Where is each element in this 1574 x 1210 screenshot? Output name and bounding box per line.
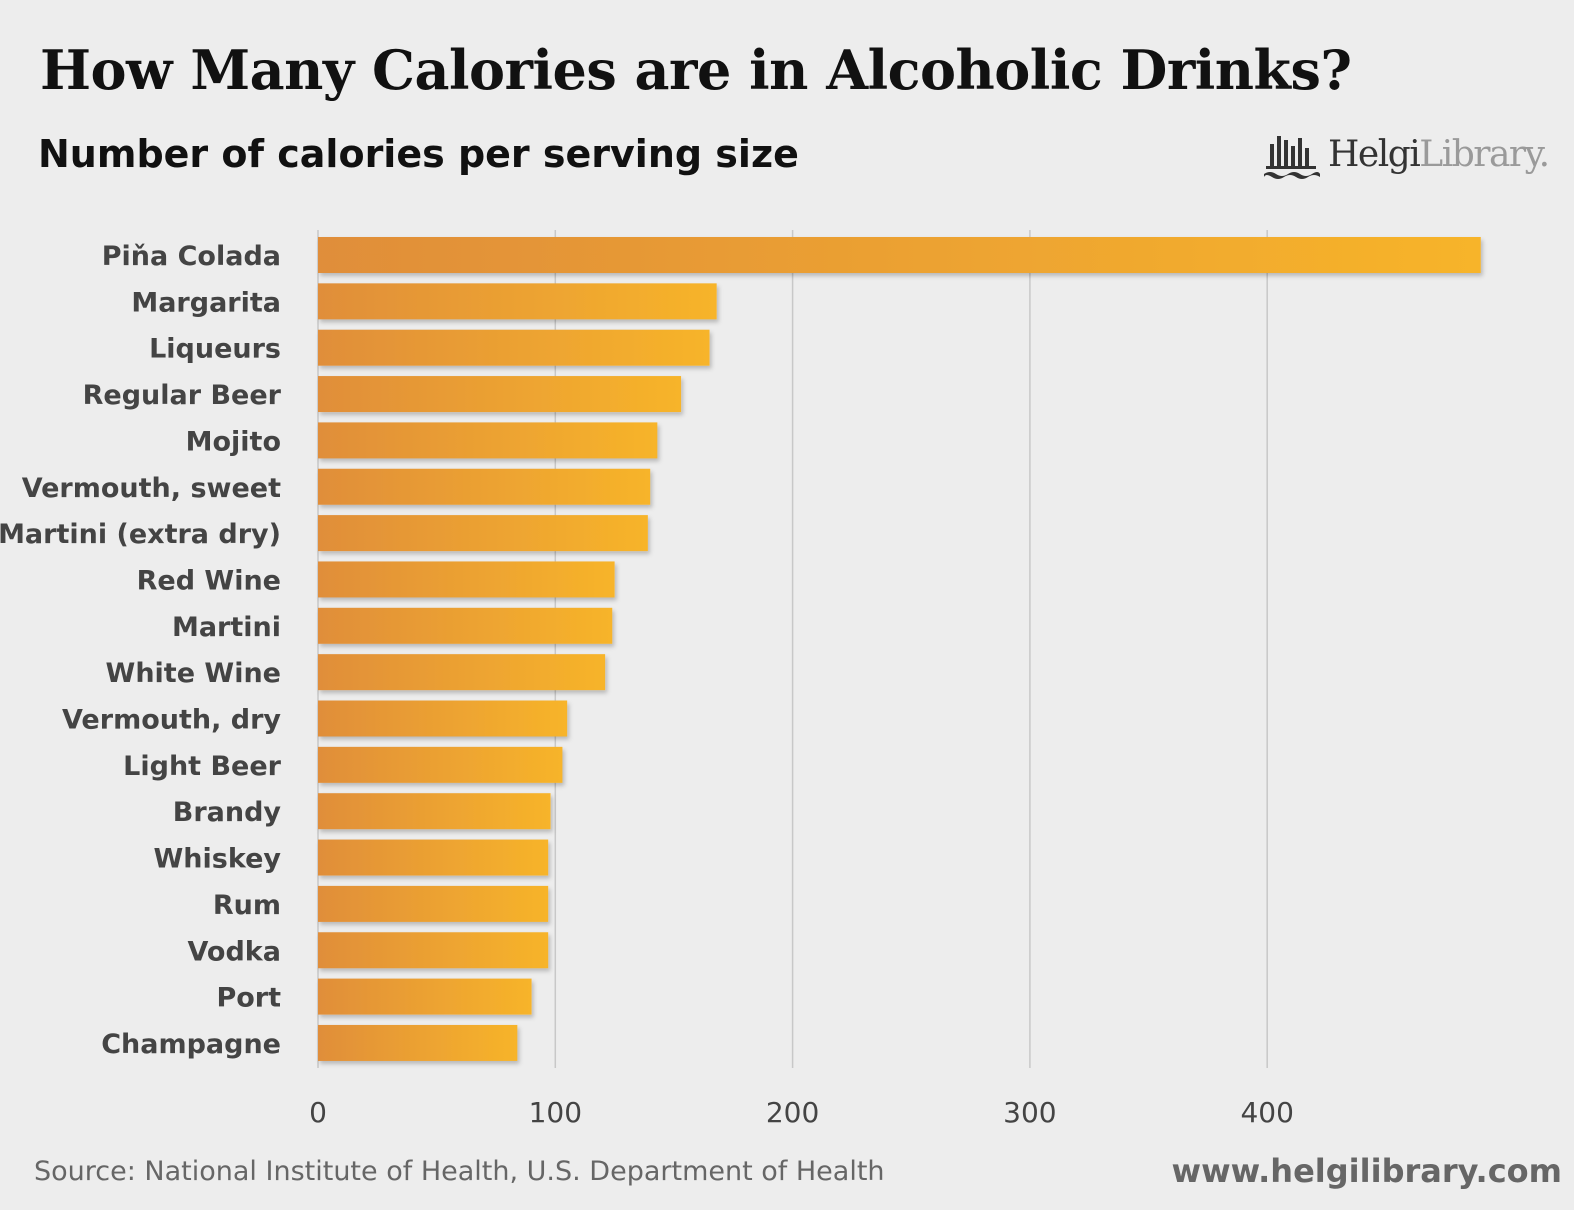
bar-10 <box>318 700 568 737</box>
category-label-11: Light Beer <box>123 751 282 782</box>
source-note: Source: National Institute of Health, U.… <box>34 1156 885 1187</box>
bar-11 <box>318 746 563 783</box>
category-label-16: Port <box>216 983 281 1014</box>
category-label-0: Piňa Colada <box>102 241 281 272</box>
category-label-1: Margarita <box>131 287 281 318</box>
x-tick-label-200: 200 <box>766 1096 819 1129</box>
category-label-5: Vermouth, sweet <box>22 473 281 504</box>
category-label-9: White Wine <box>106 658 281 689</box>
bar-4 <box>318 422 658 459</box>
bar-3 <box>318 376 682 413</box>
bar-7 <box>318 561 615 598</box>
x-tick-label-400: 400 <box>1240 1096 1293 1129</box>
category-label-7: Red Wine <box>137 565 281 596</box>
bar-14 <box>318 885 549 922</box>
chart-subtitle: Number of calories per serving size <box>38 132 799 176</box>
bar-2 <box>318 329 710 366</box>
category-label-10: Vermouth, dry <box>62 705 281 736</box>
bar-13 <box>318 839 549 876</box>
category-label-15: Vodka <box>188 936 281 967</box>
category-label-12: Brandy <box>173 797 282 828</box>
category-label-8: Martini <box>172 612 281 643</box>
chart-title: How Many Calories are in Alcoholic Drink… <box>40 38 1352 102</box>
bar-0 <box>318 237 1481 273</box>
x-tick-label-300: 300 <box>1003 1096 1056 1129</box>
category-label-17: Champagne <box>101 1029 281 1060</box>
website-link[interactable]: www.helgilibrary.com <box>1171 1152 1563 1190</box>
category-label-6: Martini (extra dry) <box>0 519 281 550</box>
logo-text-helgi: Helgi <box>1328 133 1421 175</box>
category-label-3: Regular Beer <box>83 380 282 411</box>
category-label-13: Whiskey <box>154 844 282 875</box>
bar-5 <box>318 468 651 505</box>
helgi-library-skyline-icon <box>1264 136 1320 179</box>
category-label-14: Rum <box>213 890 281 921</box>
bar-8 <box>318 607 613 644</box>
x-tick-label-0: 0 <box>309 1096 327 1129</box>
bar-12 <box>318 793 551 830</box>
category-label-2: Liqueurs <box>149 334 281 365</box>
bar-17 <box>318 1024 518 1061</box>
bar-15 <box>318 932 549 969</box>
helgi-library-logo: HelgiLibrary. <box>1262 124 1550 184</box>
bar-9 <box>318 654 606 691</box>
bar-6 <box>318 515 648 552</box>
category-label-4: Mojito <box>186 426 281 457</box>
logo-text-library: Library. <box>1419 133 1550 175</box>
x-tick-label-100: 100 <box>529 1096 582 1129</box>
bar-1 <box>318 283 717 320</box>
bar-16 <box>318 978 532 1015</box>
